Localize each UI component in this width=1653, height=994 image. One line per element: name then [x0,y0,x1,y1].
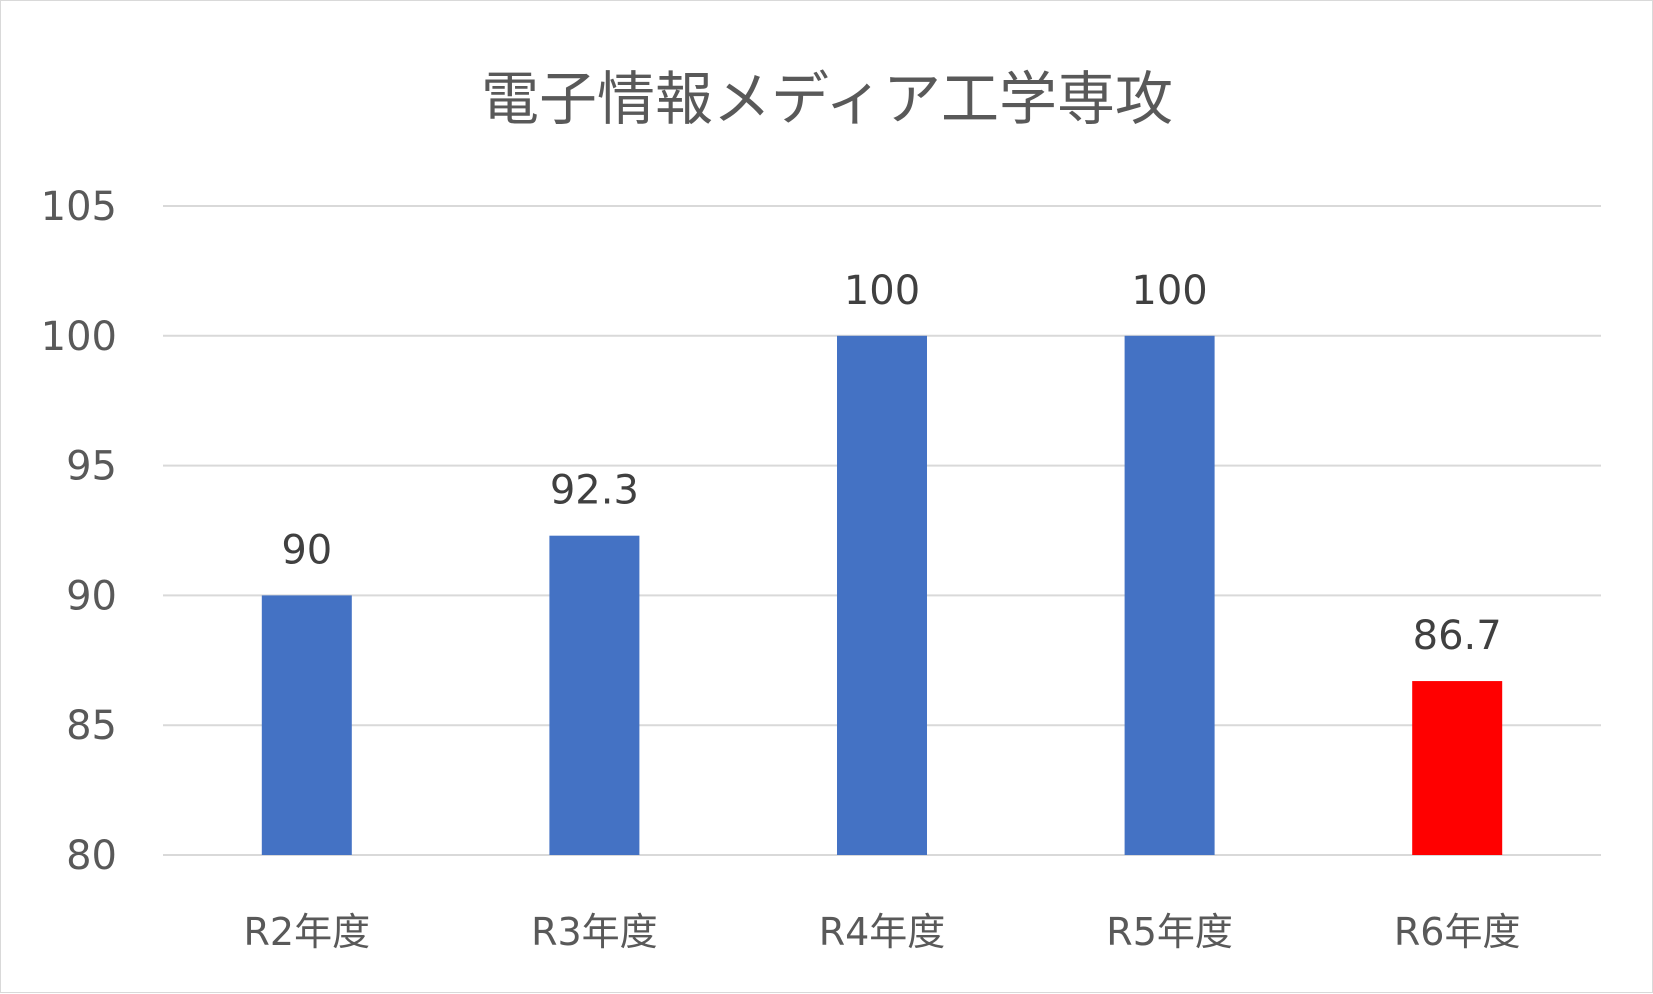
category-label-2: R3年度 [531,910,658,954]
data-label-2: 92.3 [550,468,639,514]
y-tick-label: 100 [41,314,117,360]
bar-2 [549,535,640,855]
bar-3 [837,335,927,855]
data-label-1: 90 [281,527,332,573]
y-axis-tick-labels: 80 85 90 95 100 105 [41,184,117,879]
data-labels: 90 92.3 100 100 86.7 [281,268,1501,659]
chart-title: 電子情報メディア工学専攻 [481,65,1173,133]
data-label-3: 100 [844,268,920,314]
bar-5 [1412,681,1503,855]
y-tick-label: 85 [66,703,117,749]
category-label-1: R2年度 [244,910,371,954]
data-label-4: 100 [1131,268,1207,314]
bar-1 [261,595,352,855]
category-label-5: R6年度 [1394,910,1521,954]
x-axis-category-labels: R2年度 R3年度 R4年度 R5年度 R6年度 [244,910,1521,954]
y-tick-label: 105 [41,184,117,230]
y-tick-label: 80 [66,833,117,879]
data-label-5: 86.7 [1413,613,1502,659]
bar-4 [1124,335,1215,855]
category-label-3: R4年度 [819,910,946,954]
bars [261,335,1503,855]
category-label-4: R5年度 [1106,910,1233,954]
y-tick-label: 95 [66,444,117,490]
y-tick-label: 90 [66,573,117,619]
